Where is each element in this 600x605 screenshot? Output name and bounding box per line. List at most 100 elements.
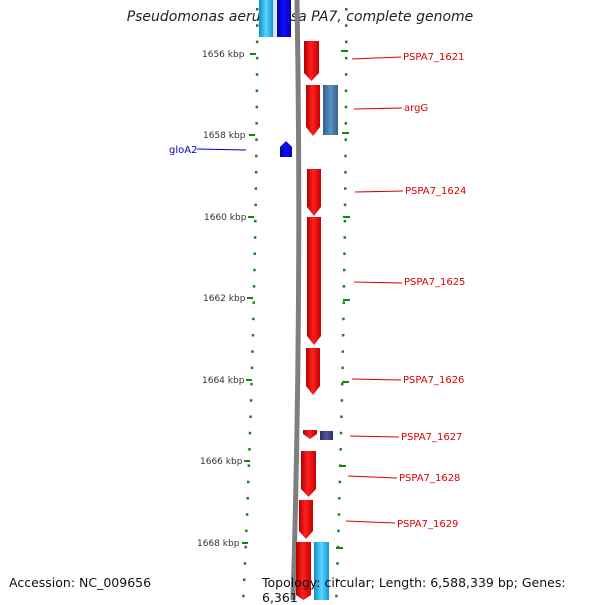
scale-dot <box>342 317 345 321</box>
scale-dot <box>344 89 348 92</box>
scale-dot <box>343 219 347 223</box>
gene-label[interactable]: argG <box>404 103 428 114</box>
scale-dot <box>250 382 253 386</box>
scale-dot <box>250 366 254 370</box>
scale-dot <box>341 350 345 353</box>
scale-dot <box>243 578 246 581</box>
scale-dot <box>246 497 249 500</box>
scale-dot <box>247 464 251 467</box>
gene-label[interactable]: PSPA7_1627 <box>401 432 462 443</box>
gene-label[interactable]: PSPA7_1624 <box>405 186 466 197</box>
scale-dot <box>344 122 348 125</box>
gene-label[interactable]: gloA2 <box>169 145 197 156</box>
label-connector <box>347 475 398 479</box>
gene-PSPA7_1627[interactable] <box>303 430 317 439</box>
gene-cyan-top[interactable] <box>259 0 273 37</box>
label-connector <box>345 520 396 524</box>
scale-dot <box>338 480 342 484</box>
scale-dots <box>242 8 348 598</box>
gene-PSPA7_1624[interactable] <box>307 169 321 216</box>
gene-PSPA7_1629[interactable] <box>299 500 313 539</box>
scale-dot <box>255 105 259 109</box>
scale-axis: 1656 kbp 1658 kbp 1660 kbp 1662 kbp 1664… <box>197 50 256 549</box>
label-connector <box>353 281 403 284</box>
scale-dot <box>344 105 348 109</box>
scale-dot <box>338 497 341 500</box>
gene-argG[interactable] <box>306 85 320 136</box>
scale-dot <box>245 529 248 533</box>
scale-dot <box>342 301 345 304</box>
scale-dot <box>345 24 348 27</box>
scale-label: 1658 kbp <box>203 131 246 141</box>
gene-label[interactable]: PSPA7_1625 <box>404 277 465 288</box>
label-connector <box>351 56 402 60</box>
scale-dot <box>345 40 348 44</box>
gene-gloA2[interactable] <box>280 141 292 157</box>
scale-dot <box>247 480 250 484</box>
scale-dot <box>254 171 258 174</box>
scale-dot <box>254 203 257 207</box>
scale-dot <box>340 399 344 402</box>
scale-dot <box>248 448 251 451</box>
scale-dot <box>344 56 348 60</box>
gene-blue-top[interactable] <box>277 0 291 37</box>
scale-dot <box>343 268 346 272</box>
scale-dot <box>335 578 339 581</box>
label-connector <box>196 148 247 151</box>
gene-PSPA7_1628[interactable] <box>301 451 316 497</box>
gene-PSPA7_1625[interactable] <box>307 217 321 345</box>
scale-dot <box>243 562 247 565</box>
scale-dot <box>343 252 346 255</box>
scale-dot <box>249 415 252 418</box>
gene-PSPA7_1626[interactable] <box>306 348 320 395</box>
scale-dot <box>256 8 259 11</box>
scale-dot <box>254 219 257 223</box>
label-connector <box>351 378 402 381</box>
gene-label[interactable]: PSPA7_1626 <box>403 375 464 386</box>
scale-dot <box>254 187 258 190</box>
scale-dot <box>255 154 258 158</box>
gene-label[interactable]: PSPA7_1629 <box>397 519 458 530</box>
scale-dot <box>344 138 347 141</box>
scale-dot <box>255 122 258 125</box>
topology-label: Topology: circular; Length: 6,588,339 bp… <box>262 575 566 605</box>
scale-dot <box>341 366 344 370</box>
scale-dot <box>337 513 341 516</box>
scale-dot <box>339 448 342 451</box>
label-connector <box>354 190 404 193</box>
gene-steel[interactable] <box>323 85 338 135</box>
gene-PSPA7_1621[interactable] <box>304 41 319 81</box>
scale-dot <box>337 529 340 533</box>
label-connector <box>349 435 400 438</box>
gene-pale-top <box>273 0 277 37</box>
scale-label: 1662 kbp <box>203 294 246 304</box>
scale-dot <box>253 236 257 239</box>
scale-dot <box>344 187 347 190</box>
scale-dot <box>344 171 347 174</box>
scale-dot <box>242 594 245 598</box>
scale-dot <box>253 268 256 272</box>
scale-dot <box>249 399 253 402</box>
genome-backbone <box>290 0 302 600</box>
scale-dot <box>251 350 254 353</box>
scale-dot <box>252 317 255 321</box>
scale-dot <box>255 138 258 141</box>
gene-label[interactable]: PSPA7_1628 <box>399 473 460 484</box>
label-connector <box>353 107 403 110</box>
scale-dot <box>248 431 252 435</box>
scale-dot <box>255 40 259 44</box>
gene-label[interactable]: PSPA7_1621 <box>403 52 464 63</box>
scale-dot <box>255 73 259 76</box>
scale-dot <box>252 285 256 288</box>
gene-bottom-red[interactable] <box>296 542 311 600</box>
scale-dot <box>335 594 338 598</box>
scale-dot <box>255 89 259 92</box>
scale-label: 1668 kbp <box>197 539 240 549</box>
gene-navy[interactable] <box>320 431 333 440</box>
scale-dot <box>340 415 343 418</box>
gene-cyan-bottom[interactable] <box>314 542 329 600</box>
scale-dot <box>342 285 346 288</box>
scale-dot <box>343 203 347 207</box>
scale-dot <box>255 56 259 60</box>
